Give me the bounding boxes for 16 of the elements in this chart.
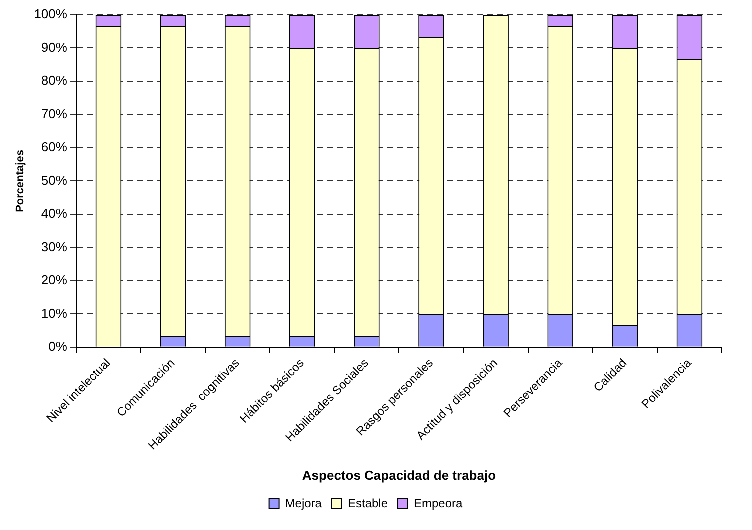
y-tick-label: 100% bbox=[34, 6, 68, 22]
y-tick-label: 70% bbox=[41, 106, 68, 122]
y-tick-label: 10% bbox=[41, 306, 68, 321]
y-axis-title: Porcentajes bbox=[14, 150, 27, 212]
legend-label: Mejora bbox=[285, 496, 322, 510]
x-axis-title: Aspectos Capacidad de trabajo bbox=[302, 468, 496, 483]
y-tick-label: 90% bbox=[41, 40, 68, 55]
y-tick-label: 40% bbox=[41, 206, 68, 222]
y-tick-label: 0% bbox=[48, 339, 68, 354]
legend-label: Empeora bbox=[414, 496, 464, 510]
y-tick-label: 50% bbox=[41, 172, 68, 188]
legend-label: Estable bbox=[348, 496, 388, 510]
y-tick-label: 20% bbox=[41, 272, 68, 288]
y-tick-label: 60% bbox=[41, 140, 68, 155]
y-tick-label: 30% bbox=[41, 239, 68, 254]
y-tick-label: 80% bbox=[41, 73, 68, 88]
